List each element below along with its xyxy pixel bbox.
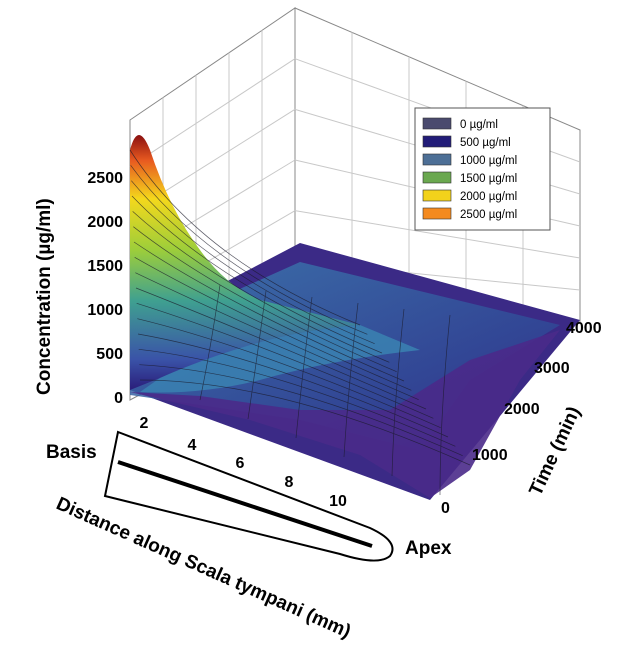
legend-label: 1500 µg/ml [460,173,517,185]
y-axis-ticks: 0 1000 2000 3000 4000 [441,320,602,517]
surface-mesh-line [135,287,427,410]
legend-label: 1000 µg/ml [460,155,517,167]
y-tick-label: 0 [441,500,450,517]
legend-swatch [422,117,452,130]
wall-gridline [129,58,296,168]
surface-peak-slope [140,325,420,393]
surface-mesh-line [133,241,405,382]
surface-mesh-line [137,333,449,438]
x-tick-label: 10 [329,493,347,510]
legend-swatch [422,189,452,202]
y-tick-label: 3000 [534,360,570,377]
legend-swatch [422,171,452,184]
surface-mesh-line [131,180,375,344]
x-axis-ticks: 2 4 6 8 10 [140,415,347,510]
legend: 0 µg/ml 500 µg/ml 1000 µg/ml 1500 µg/ml 2000… [414,107,551,231]
legend-label: 2500 µg/ml [460,209,517,221]
concentration-surface [129,135,580,500]
legend-label: 500 µg/ml [460,137,511,149]
z-tick-label: 1000 [87,302,123,319]
z-axis-ticks: 0 500 1000 1500 2000 2500 [87,170,123,407]
z-tick-label: 500 [96,346,123,363]
cochlea-centerline [117,460,373,548]
z-tick-label: 2500 [87,170,123,187]
surface-mesh-line [247,290,267,420]
x-tick-label: 4 [188,437,197,454]
x-tick-label: 8 [285,474,294,491]
surface-mesh-line [132,211,390,363]
legend-swatch [422,207,452,220]
cochlea-schematic: Basis Apex [46,430,452,562]
surface-mesh-line [129,149,361,326]
legend-swatch [422,135,452,148]
surface-peak [130,135,360,390]
y-tick-label: 1000 [472,447,508,464]
cochlea-base-label: Basis [46,442,97,463]
wall-gridline [294,210,581,259]
x-tick-label: 6 [236,455,245,472]
legend-swatch [422,153,452,166]
z-axis-title: Concentration (µg/ml) [34,198,55,395]
surface-mesh-line [295,296,313,439]
z-tick-label: 0 [114,390,123,407]
legend-label: 0 µg/ml [460,119,498,131]
surface-near-edge [130,330,560,498]
surface-mesh-line [134,257,412,391]
cochlea-apex-label: Apex [405,538,452,559]
surface-mesh-line [139,379,471,466]
surface-mesh-line [439,314,451,496]
surface-mesh-line [133,226,397,372]
surface-mesh-line [343,302,359,458]
surface-mesh-line [199,284,221,401]
y-tick-label: 2000 [504,401,540,418]
surface-mesh-line [138,348,456,447]
y-tick-label: 4000 [566,320,602,337]
z-tick-label: 1500 [87,258,123,275]
x-tick-label: 2 [140,415,149,432]
z-tick-label: 2000 [87,214,123,231]
surface-mesh-line [131,195,383,354]
surface-mesh-line [130,165,368,335]
legend-label: 2000 µg/ml [460,191,517,203]
surface-mesh-line [137,318,441,428]
surface-mesh-line [391,308,405,477]
surface-mesh-line [135,272,419,400]
surface-mesh-line [136,302,434,419]
surface-mesh-line [139,364,463,456]
